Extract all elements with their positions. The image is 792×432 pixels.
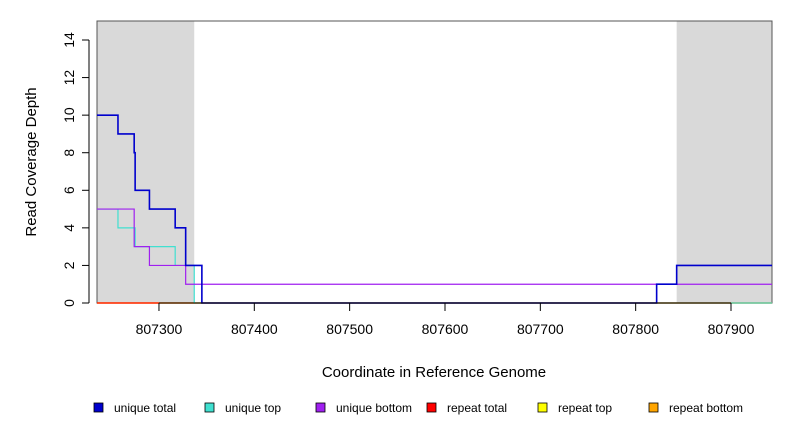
legend-swatch bbox=[204, 402, 215, 413]
legend-label: repeat top bbox=[558, 401, 612, 415]
legend-swatch bbox=[648, 402, 659, 413]
plot-area-frame bbox=[96, 20, 773, 304]
shaded-region bbox=[676, 21, 772, 303]
y-tick-label: 12 bbox=[61, 70, 77, 86]
legend-label: repeat bottom bbox=[669, 401, 743, 415]
y-tick-label: 6 bbox=[61, 186, 77, 194]
x-tick-label: 807300 bbox=[136, 321, 183, 337]
y-axis-title: Read Coverage Depth bbox=[23, 87, 40, 236]
y-tick-label: 10 bbox=[61, 107, 77, 123]
shaded-region bbox=[97, 21, 195, 303]
series-line-unique-top bbox=[97, 208, 772, 304]
legend-label: unique total bbox=[114, 401, 176, 415]
x-tick-label: 807400 bbox=[231, 321, 278, 337]
series-line-unique-total bbox=[97, 114, 772, 304]
shaded-regions bbox=[97, 21, 772, 303]
y-tick-label: 14 bbox=[61, 32, 77, 48]
x-tick-label: 807700 bbox=[517, 321, 564, 337]
legend: unique total unique top unique bottom repea… bbox=[93, 401, 743, 415]
y-axis: 0 2 4 6 8 10 12 14 bbox=[61, 32, 90, 307]
series-line-unique-bottom bbox=[97, 208, 772, 285]
y-tick-label: 0 bbox=[61, 299, 77, 307]
x-tick-label: 807600 bbox=[422, 321, 469, 337]
x-axis: 807300 807400 807500 807600 807700 807800 8079… bbox=[136, 302, 755, 337]
legend-swatch bbox=[93, 402, 104, 413]
x-tick-label: 807800 bbox=[612, 321, 659, 337]
legend-label: repeat total bbox=[447, 401, 507, 415]
legend-swatch bbox=[537, 402, 548, 413]
legend-label: unique bottom bbox=[336, 401, 412, 415]
x-tick-label: 807500 bbox=[326, 321, 373, 337]
y-tick-label: 4 bbox=[61, 224, 77, 232]
legend-swatch bbox=[315, 402, 326, 413]
y-tick-label: 2 bbox=[61, 261, 77, 269]
x-tick-label: 807900 bbox=[708, 321, 755, 337]
x-axis-title: Coordinate in Reference Genome bbox=[322, 364, 546, 381]
series-lines bbox=[97, 114, 772, 304]
legend-label: unique top bbox=[225, 401, 281, 415]
legend-swatch bbox=[426, 402, 437, 413]
y-tick-label: 8 bbox=[61, 149, 77, 157]
